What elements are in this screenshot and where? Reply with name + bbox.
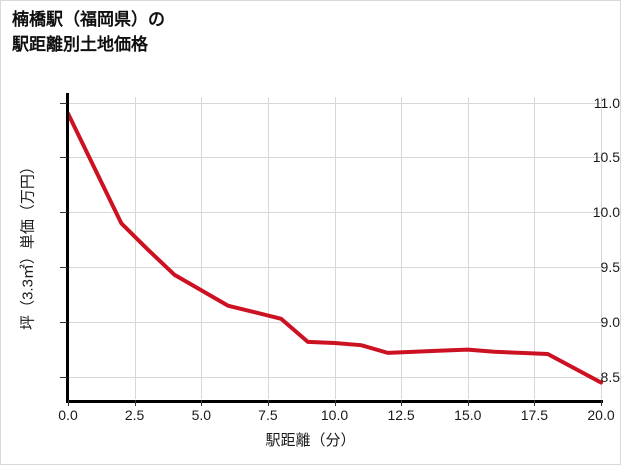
x-tick-label: 7.5 [258, 407, 278, 423]
plot-area [66, 97, 603, 399]
x-tick-mark [601, 400, 602, 406]
x-tick-label: 5.0 [191, 407, 212, 423]
y-tick-mark [60, 322, 67, 324]
y-tick-label: 8.5 [600, 369, 620, 385]
y-tick-mark [60, 212, 67, 214]
y-tick-label: 9.0 [600, 314, 620, 331]
x-tick-label: 15.0 [454, 407, 482, 423]
x-tick-mark [467, 400, 469, 406]
gridline-vertical [201, 97, 203, 399]
y-axis-spine [66, 93, 69, 403]
y-tick-label: 9.5 [600, 259, 620, 276]
x-axis-title: 駅距離（分） [265, 432, 356, 449]
y-tick-mark [60, 157, 67, 159]
x-tick-label: 0.0 [58, 407, 78, 423]
line-series-svg [66, 111, 603, 385]
x-tick-label: 20.0 [587, 407, 615, 423]
x-tick-mark [201, 400, 203, 406]
gridline-vertical [467, 97, 469, 399]
gridline-vertical [267, 97, 269, 399]
y-tick-label: 10.0 [592, 204, 620, 221]
y-axis-title: 坪（3.3㎡）単価（万円） [19, 159, 37, 330]
gridline-vertical [601, 97, 602, 399]
y-tick-mark [60, 267, 67, 269]
x-tick-mark [334, 400, 336, 406]
x-tick-mark [134, 400, 136, 406]
x-tick-label: 12.5 [387, 407, 415, 423]
gridline-vertical [534, 97, 536, 399]
x-tick-mark [68, 400, 69, 406]
x-tick-mark [534, 400, 536, 406]
y-tick-label: 11.0 [593, 94, 620, 111]
x-tick-label: 17.5 [520, 407, 549, 423]
gridline-vertical [334, 97, 336, 399]
y-tick-label: 10.5 [592, 149, 620, 166]
gridline-vertical [134, 97, 136, 399]
x-tick-mark [267, 400, 269, 406]
gridline-vertical [401, 97, 403, 399]
page-title: 楠橋駅（福岡県）の 駅距離別土地価格 [12, 10, 165, 54]
data-line [66, 111, 603, 385]
x-tick-label: 2.5 [124, 407, 145, 423]
x-tick-mark [401, 400, 403, 406]
y-tick-mark [60, 377, 67, 378]
y-tick-mark [60, 102, 67, 104]
x-tick-label: 10.0 [320, 407, 349, 423]
